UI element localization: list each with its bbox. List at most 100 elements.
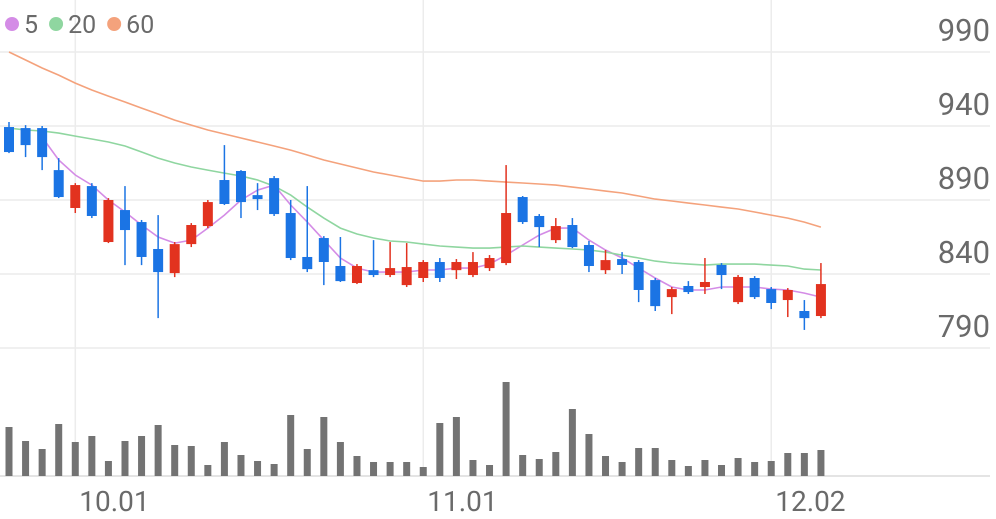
candle-body — [534, 215, 545, 228]
volume-bar — [469, 460, 477, 476]
volume-bar — [38, 449, 46, 476]
candle-body — [617, 259, 628, 265]
volume-bar — [187, 446, 195, 476]
volume-bar — [270, 464, 278, 476]
candle-body — [666, 289, 677, 298]
legend-item: 20 — [49, 11, 96, 40]
candle-body — [550, 226, 561, 241]
volume-bar — [651, 448, 659, 476]
candle-body — [782, 289, 793, 301]
candle-body — [202, 202, 213, 227]
volume-bar — [353, 456, 361, 476]
candle-body — [401, 267, 412, 286]
volume-bar — [519, 455, 527, 476]
volume-bar — [403, 462, 411, 476]
volume-bar — [535, 459, 543, 476]
x-tick-label: 10.01 — [79, 485, 149, 518]
candle-body — [136, 222, 147, 257]
volume-bar — [204, 465, 212, 476]
volume-bar — [668, 460, 676, 476]
volume-bar — [336, 442, 344, 476]
ma-line — [8, 127, 821, 271]
candle-body — [351, 266, 362, 284]
candle-body — [37, 128, 48, 158]
volume-bar — [486, 465, 494, 476]
volume-bar — [568, 409, 576, 476]
volume-bar — [618, 462, 626, 476]
volume-bar — [502, 382, 510, 476]
candle-body — [153, 248, 164, 273]
candle-body — [815, 284, 826, 317]
legend-item: 60 — [107, 11, 154, 40]
candle-body — [385, 268, 396, 276]
volume-bar — [104, 461, 112, 476]
legend-swatch — [49, 17, 64, 31]
volume-bar — [5, 427, 13, 476]
volume-bar — [370, 462, 378, 476]
volume-bar — [552, 452, 560, 476]
candle-body — [699, 281, 710, 288]
volume-bar — [237, 455, 245, 476]
candle-body — [434, 262, 445, 278]
candle-body — [501, 213, 512, 264]
volume-bar — [817, 450, 825, 476]
candle-body — [252, 195, 263, 200]
candle-body — [70, 185, 81, 208]
x-tick-label: 11.01 — [427, 485, 497, 518]
candle-body — [418, 262, 429, 278]
volume-bar — [635, 448, 643, 476]
volume-bar — [71, 442, 79, 476]
volume-bar — [734, 458, 742, 476]
volume-bar — [718, 465, 726, 476]
candle-body — [103, 200, 114, 243]
candle-body — [20, 128, 31, 146]
y-tick-label: 890 — [938, 160, 990, 197]
x-tick-label: 12.02 — [775, 485, 845, 518]
volume-bar — [751, 462, 759, 476]
candle-body — [235, 170, 246, 203]
volume-bar — [419, 467, 427, 476]
volume-bar — [254, 461, 262, 476]
candle-body — [484, 258, 495, 269]
candle-body — [517, 197, 528, 223]
volume-bar — [436, 423, 444, 476]
volume-bar — [386, 462, 394, 476]
volume-bar — [220, 442, 228, 476]
legend-label: 5 — [24, 11, 38, 40]
legend-item: 5 — [5, 11, 38, 40]
candle-body — [219, 180, 230, 204]
candle-body — [318, 238, 329, 263]
candle-body — [53, 170, 64, 198]
volume-bar — [767, 461, 775, 476]
volume-bar — [320, 417, 328, 476]
volume-bar — [684, 466, 692, 476]
legend-label: 20 — [68, 11, 96, 40]
y-tick-label: 940 — [938, 86, 990, 123]
candle-body — [799, 311, 810, 319]
volume-bar — [88, 436, 96, 476]
y-tick-label: 790 — [938, 308, 990, 345]
candle-body — [186, 225, 197, 245]
candle-body — [169, 244, 180, 274]
candle-body — [749, 277, 760, 298]
candle-body — [335, 266, 346, 282]
candle-body — [683, 285, 694, 293]
candle-body — [119, 210, 130, 231]
ma-line — [8, 51, 822, 228]
candle-body — [368, 270, 379, 276]
legend-swatch — [5, 17, 19, 31]
volume-bar — [784, 453, 792, 476]
candle-body — [567, 225, 578, 248]
volume-bar — [800, 453, 808, 476]
volume-bar — [171, 445, 179, 476]
volume-bar — [701, 460, 709, 476]
volume-bar — [121, 441, 129, 476]
volume-bar — [154, 425, 162, 476]
candle-body — [451, 262, 462, 271]
ma-line — [41, 136, 822, 298]
volume-bar — [138, 436, 146, 476]
y-tick-label: 840 — [938, 234, 990, 271]
legend-swatch — [107, 17, 122, 31]
candle-body — [285, 213, 296, 259]
